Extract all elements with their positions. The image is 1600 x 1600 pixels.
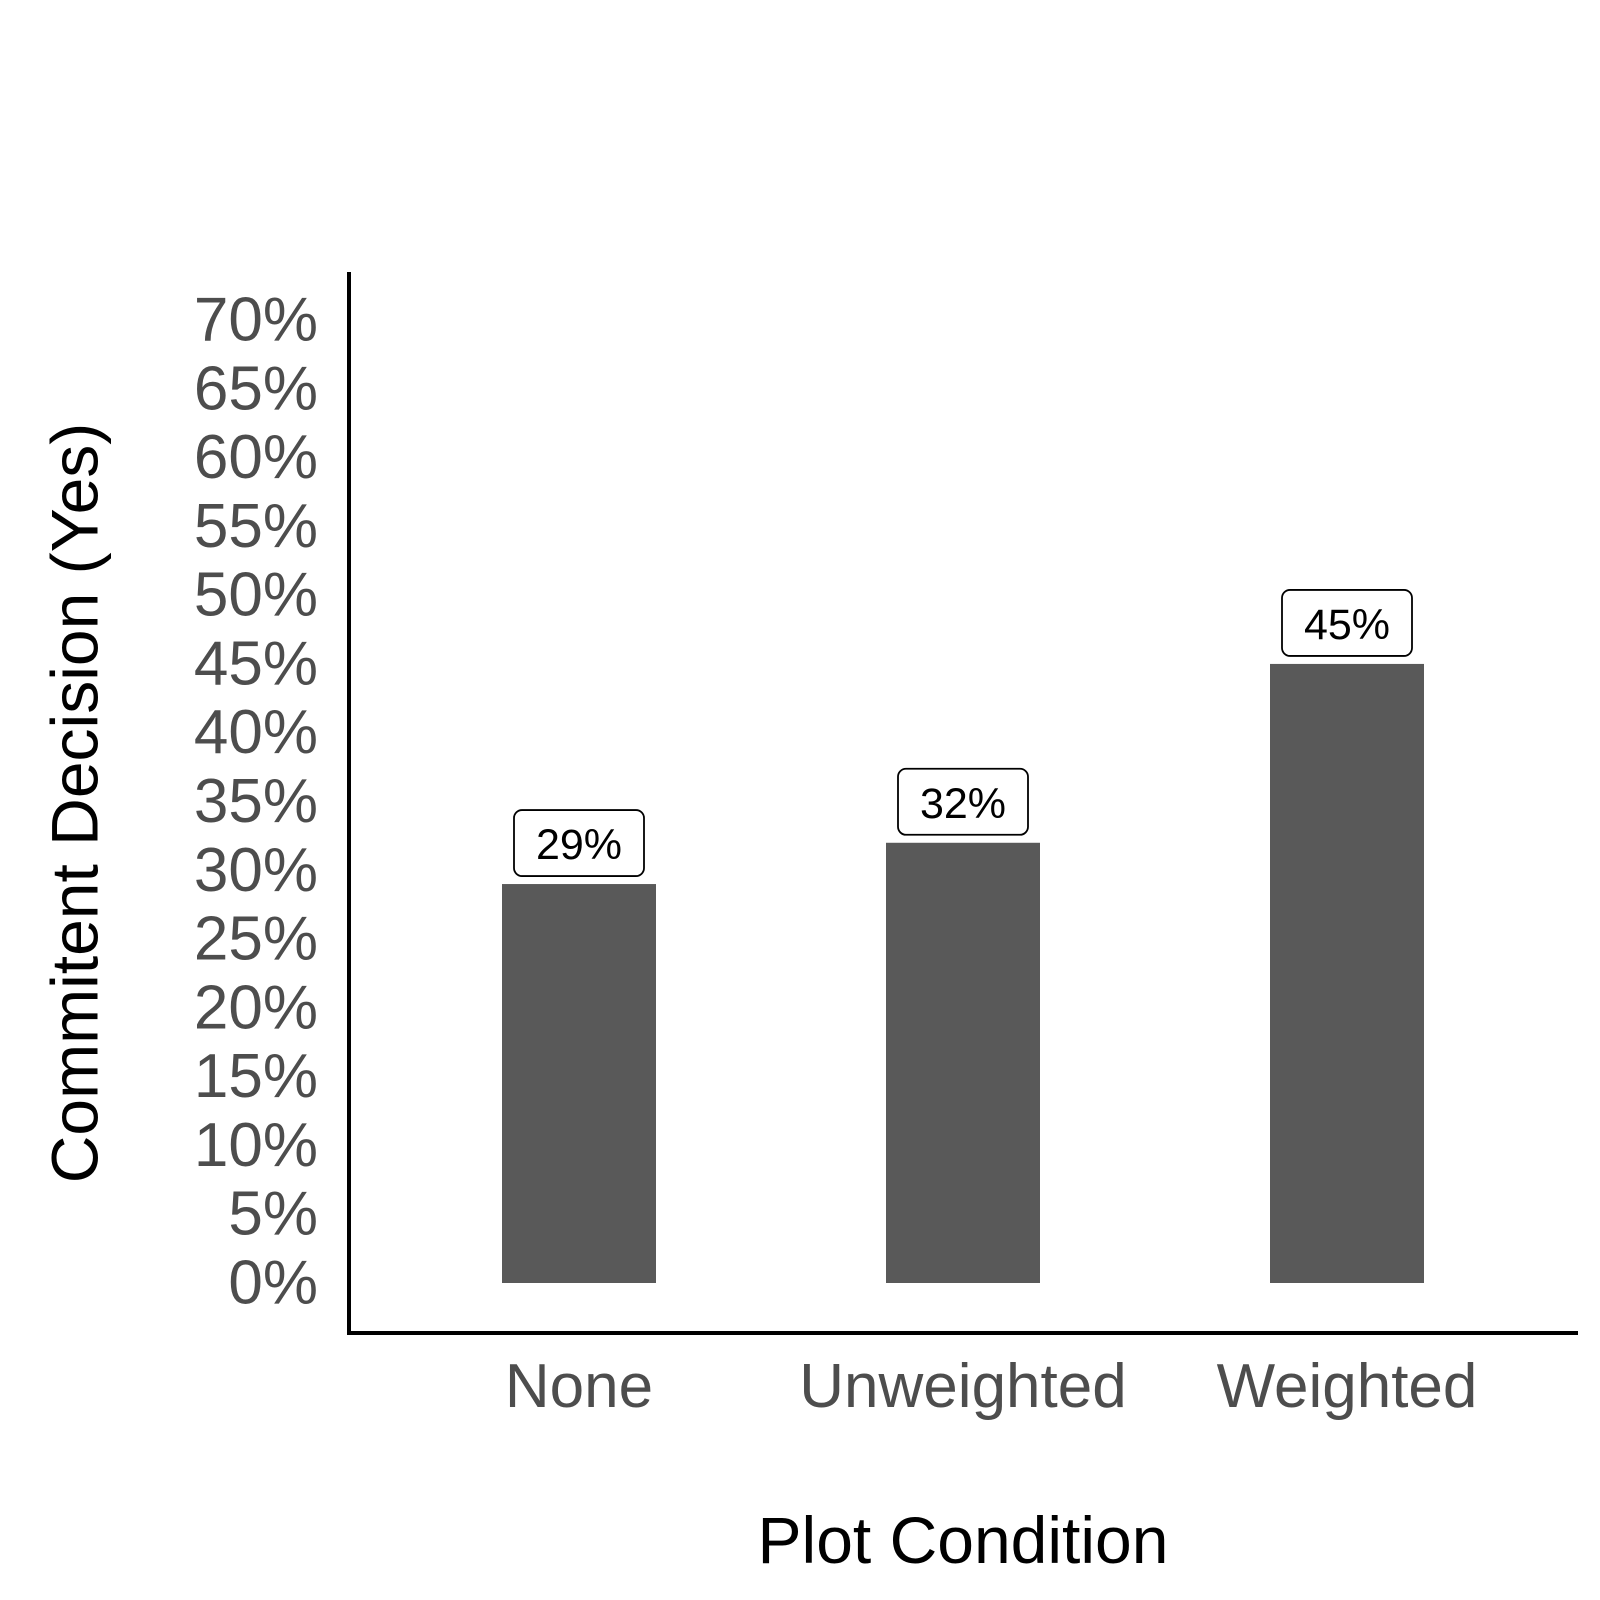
- y-tick-label: 20%: [194, 973, 318, 1042]
- y-tick-label: 35%: [194, 767, 318, 836]
- bar-none: [502, 884, 656, 1283]
- y-tick-label: 65%: [194, 354, 318, 423]
- y-tick-label: 5%: [228, 1180, 318, 1249]
- bars-group: [502, 663, 1424, 1283]
- y-tick-label: 0%: [228, 1249, 318, 1318]
- y-tick-label: 70%: [194, 286, 318, 355]
- x-tick-label: None: [505, 1352, 653, 1421]
- bar-value-label: 32%: [897, 767, 1029, 836]
- bar-value-label-box: [897, 767, 1029, 836]
- y-tick-label: 45%: [194, 629, 318, 698]
- bar-unweighted: [886, 842, 1040, 1283]
- bar-value-labels: 29% 32% 45%: [513, 589, 1413, 877]
- y-tick-label: 25%: [194, 905, 318, 974]
- y-axis-ticks: 0%5%10%15%20%25%30%35%40%45%50%55%60%65%…: [194, 286, 318, 1318]
- bar-value-label-box: [513, 809, 645, 877]
- bar-value-label: 45%: [1281, 589, 1413, 657]
- bar-value-label-text: 29%: [536, 821, 622, 869]
- y-tick-label: 55%: [194, 492, 318, 561]
- x-axis-title: Plot Condition: [758, 1503, 1169, 1577]
- y-tick-label: 40%: [194, 698, 318, 767]
- bar-value-label-text: 45%: [1304, 601, 1390, 649]
- bar-value-label-box: [1281, 589, 1413, 657]
- y-tick-label: 30%: [194, 836, 318, 905]
- bar-value-label: 29%: [513, 809, 645, 877]
- x-tick-label: Weighted: [1217, 1352, 1478, 1421]
- bar-value-label-text: 32%: [920, 780, 1006, 828]
- y-tick-label: 50%: [194, 561, 318, 630]
- x-axis-ticks: None Unweighted Weighted: [505, 1352, 1478, 1421]
- y-tick-label: 60%: [194, 423, 318, 492]
- y-tick-label: 15%: [194, 1042, 318, 1111]
- y-axis-title: Commitent Decision (Yes): [37, 423, 111, 1183]
- x-tick-label: Unweighted: [799, 1352, 1126, 1421]
- y-tick-label: 10%: [194, 1111, 318, 1180]
- bar-weighted: [1270, 663, 1424, 1283]
